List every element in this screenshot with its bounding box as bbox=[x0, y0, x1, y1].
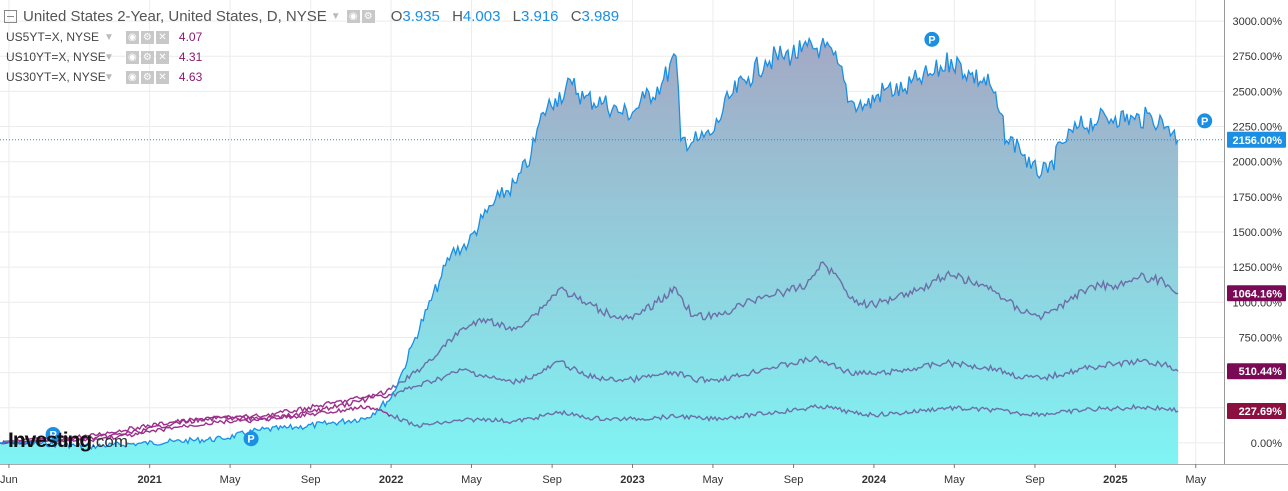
value-tag-bg bbox=[1227, 363, 1286, 380]
y-tick-label: 1500.00% bbox=[1232, 227, 1282, 239]
x-tick-label: Sep bbox=[784, 474, 804, 486]
chevron-down-icon[interactable]: ▼ bbox=[104, 31, 114, 43]
y-tick-label: 3000.00% bbox=[1232, 16, 1282, 28]
main-legend: United States 2-Year, United States, D, … bbox=[4, 5, 619, 27]
eye-icon[interactable]: ◉ bbox=[346, 9, 360, 23]
investing-logo: Investing.com bbox=[8, 429, 128, 453]
y-tick-label: 2500.00% bbox=[1232, 86, 1282, 98]
y-tick-label: 750.00% bbox=[1239, 332, 1283, 344]
legend: United States 2-Year, United States, D, … bbox=[0, 0, 700, 90]
legend-row-us5y: US5YT=X, NYSE ▼ ◉ ⚙ ✕ 4.07 bbox=[6, 28, 202, 46]
x-tick-label: May bbox=[461, 474, 482, 486]
event-marker-label: P bbox=[247, 434, 254, 446]
event-marker bbox=[243, 431, 259, 447]
ohlc-close-value: 3.989 bbox=[581, 7, 620, 25]
x-tick-label: Sep bbox=[1025, 474, 1045, 486]
x-tick-label: Sep bbox=[542, 474, 562, 486]
event-marker-label: P bbox=[1201, 116, 1208, 128]
collapse-icon[interactable] bbox=[4, 9, 17, 23]
y-tick-label: 1750.00% bbox=[1232, 192, 1282, 204]
logo-suffix: .com bbox=[91, 432, 129, 451]
main-title: United States 2-Year, United States, D, … bbox=[23, 7, 327, 25]
event-marker bbox=[1197, 113, 1213, 129]
area-fill-us2y bbox=[0, 38, 1179, 464]
close-icon[interactable]: ✕ bbox=[155, 30, 169, 44]
value-tag-bg bbox=[1227, 131, 1286, 148]
eye-icon[interactable]: ◉ bbox=[125, 70, 139, 84]
x-tick-label: 2023 bbox=[620, 474, 644, 486]
series-line-1 bbox=[390, 261, 1179, 390]
event-marker-label: P bbox=[928, 34, 935, 46]
value-tag-label: 1064.16% bbox=[1232, 288, 1282, 300]
logo-brand: Investing bbox=[8, 429, 92, 452]
legend-row-us10y: US10YT=X, NYSE ▼ ◉ ⚙ ✕ 4.31 bbox=[6, 48, 202, 66]
value-tag-label: 510.44% bbox=[1239, 366, 1283, 378]
event-marker bbox=[924, 31, 940, 47]
value-tag-bg bbox=[1227, 285, 1286, 302]
value-tag-label: 2156.00% bbox=[1232, 135, 1282, 147]
ohlc-high-value: 4.003 bbox=[462, 7, 501, 25]
x-tick-label: May bbox=[944, 474, 965, 486]
x-tick-label: 2021 bbox=[137, 474, 161, 486]
legend-series-name: US30YT=X, NYSE bbox=[6, 70, 106, 84]
y-tick-label: 2750.00% bbox=[1232, 51, 1282, 63]
legend-series-name: US10YT=X, NYSE bbox=[6, 50, 106, 64]
legend-series-value: 4.31 bbox=[178, 50, 203, 64]
ohlc-close-label: C bbox=[570, 7, 582, 25]
x-tick-label: 2025 bbox=[1103, 474, 1127, 486]
value-tag-label: 227.69% bbox=[1239, 406, 1283, 418]
y-axis: 0.00%250.00%500.00%750.00%1000.00%1250.0… bbox=[1232, 16, 1282, 450]
close-icon[interactable]: ✕ bbox=[155, 70, 169, 84]
legend-series-name: US5YT=X, NYSE bbox=[6, 30, 100, 44]
y-tick-label: 1250.00% bbox=[1232, 262, 1282, 274]
event-marker bbox=[45, 426, 61, 442]
gear-icon[interactable]: ⚙ bbox=[140, 50, 154, 64]
y-tick-label: 2250.00% bbox=[1232, 122, 1282, 134]
event-markers: P P P P bbox=[45, 31, 1213, 447]
value-tag-bg bbox=[1227, 402, 1286, 419]
gear-icon[interactable]: ⚙ bbox=[361, 9, 375, 23]
y-tick-label: 0.00% bbox=[1251, 438, 1282, 450]
close-icon[interactable]: ✕ bbox=[155, 50, 169, 64]
legend-series-value: 4.63 bbox=[178, 70, 203, 84]
ohlc-low-label: L bbox=[512, 7, 521, 25]
chevron-down-icon[interactable]: ▼ bbox=[330, 10, 341, 22]
ohlc-open-value: 3.935 bbox=[402, 7, 440, 25]
gear-icon[interactable]: ⚙ bbox=[140, 30, 154, 44]
x-axis: Jun 2021 May Sep 2022 May Sep 2023 May Sep 2024 May… bbox=[0, 464, 1288, 486]
ohlc-open-label: O bbox=[390, 7, 403, 25]
value-tags: 2156.00% 1064.16% 510.44% 227.69% bbox=[1227, 131, 1286, 419]
series-line-2 bbox=[390, 355, 1179, 398]
eye-icon[interactable]: ◉ bbox=[125, 30, 139, 44]
series-line-3 bbox=[390, 403, 1179, 429]
series-lines bbox=[0, 36, 1179, 450]
series-tools: ◉ ⚙ bbox=[346, 9, 377, 23]
x-tick-label: 2022 bbox=[379, 474, 403, 486]
x-tick-label: May bbox=[220, 474, 241, 486]
series-line-us2y bbox=[0, 36, 1179, 450]
legend-row-us30y: US30YT=X, NYSE ▼ ◉ ⚙ ✕ 4.63 bbox=[6, 68, 202, 86]
chevron-down-icon[interactable]: ▼ bbox=[104, 71, 114, 83]
event-marker-label: P bbox=[49, 429, 56, 441]
ohlc-low-value: 3.916 bbox=[520, 7, 559, 25]
x-tick-label: Sep bbox=[301, 474, 321, 486]
series-line-1-early bbox=[0, 387, 392, 445]
gear-icon[interactable]: ⚙ bbox=[140, 70, 154, 84]
x-tick-label: 2024 bbox=[862, 474, 887, 486]
ohlc-values: O3.935 H4.003 L3.916 C3.989 bbox=[383, 8, 619, 25]
chevron-down-icon[interactable]: ▼ bbox=[104, 51, 114, 63]
series-line-2-early bbox=[0, 393, 392, 445]
legend-series-value: 4.07 bbox=[178, 30, 203, 44]
x-tick-label: May bbox=[1185, 474, 1206, 486]
x-tick-label: Jun bbox=[0, 474, 18, 486]
y-tick-label: 2000.00% bbox=[1232, 157, 1282, 169]
eye-icon[interactable]: ◉ bbox=[125, 50, 139, 64]
ohlc-high-label: H bbox=[452, 7, 463, 25]
x-tick-label: May bbox=[703, 474, 724, 486]
